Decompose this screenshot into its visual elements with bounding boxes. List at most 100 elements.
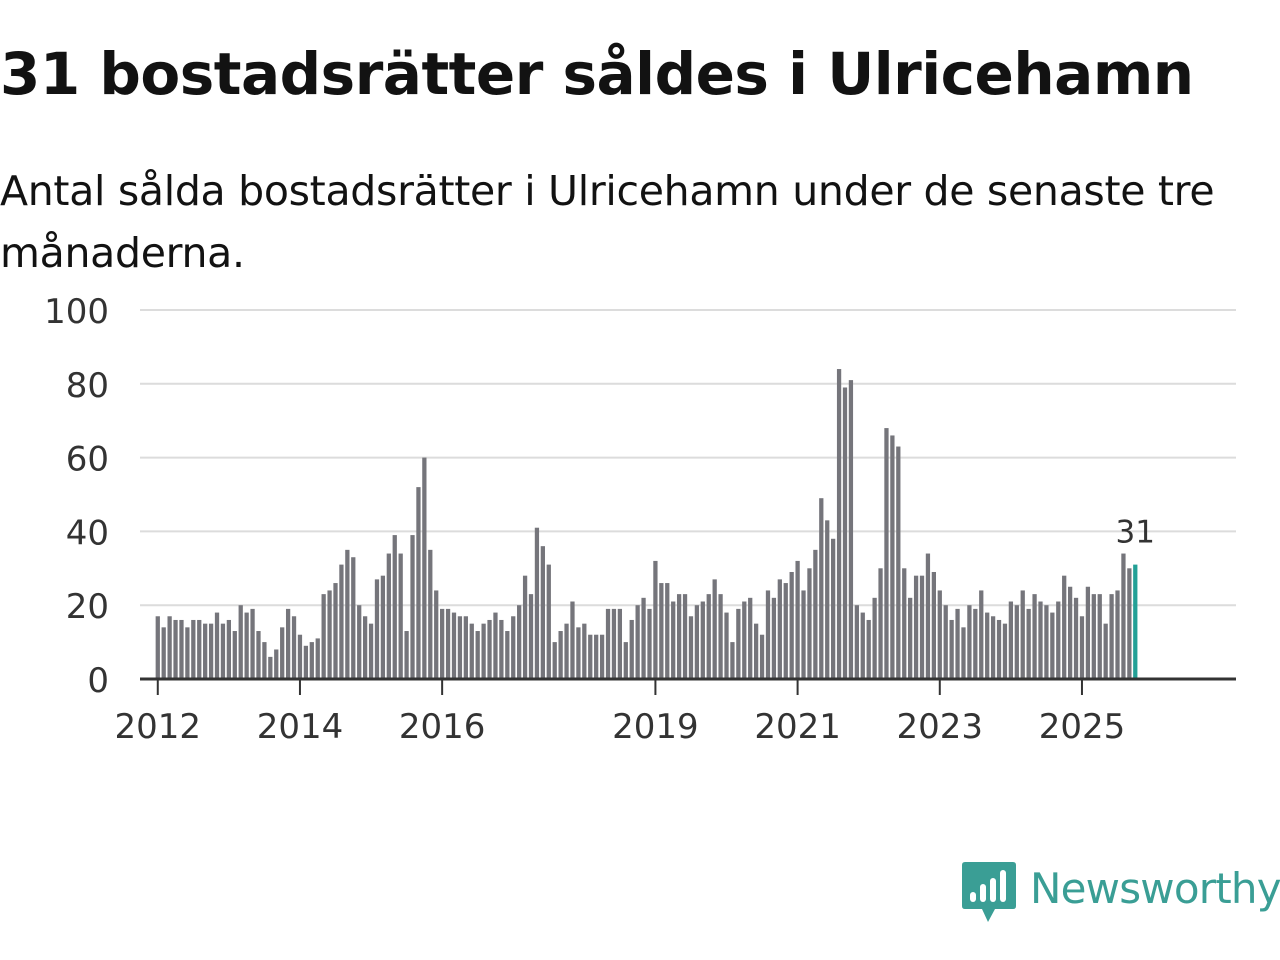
x-tick-label: 2019: [612, 707, 699, 747]
bar: [416, 487, 421, 679]
bar: [534, 527, 540, 679]
bar: [1056, 601, 1061, 679]
bar: [440, 608, 445, 679]
bar: [961, 627, 966, 679]
bar: [742, 601, 747, 679]
bar: [1014, 605, 1019, 679]
bar: [528, 594, 534, 679]
bar: [694, 605, 700, 679]
y-axis-tick-labels: 0 20 40 60 80 100: [44, 292, 109, 701]
bar: [1020, 590, 1025, 679]
bar: [783, 583, 788, 679]
x-tick-label: 2021: [754, 707, 841, 747]
bar: [232, 631, 237, 679]
bar: [511, 616, 516, 679]
bar: [647, 608, 652, 679]
bar: [688, 616, 694, 679]
bar: [842, 387, 848, 679]
data-labels: 31: [1116, 515, 1155, 551]
bar: [665, 583, 670, 679]
bar: [487, 619, 492, 679]
bar: [831, 538, 836, 679]
bar: [1097, 594, 1102, 679]
bar: [641, 597, 646, 679]
x-tick-label: 2025: [1039, 707, 1126, 747]
newsworthy-logo[interactable]: Newsworthy: [962, 862, 1280, 928]
gridlines: [140, 309, 1236, 607]
bar: [913, 575, 919, 679]
bar: [1002, 623, 1008, 679]
bar: [357, 605, 362, 679]
bar: [451, 612, 457, 679]
bar: [718, 594, 723, 679]
bar: [303, 645, 309, 679]
bar: [564, 623, 569, 679]
bar: [795, 560, 800, 679]
bar: [481, 623, 486, 679]
bar: [771, 597, 777, 679]
bar: [617, 608, 623, 679]
bar: [457, 616, 463, 679]
bar: [546, 564, 551, 679]
bar: [1044, 605, 1049, 679]
bar: [653, 560, 658, 679]
bar: [967, 605, 972, 679]
bar: [955, 608, 960, 679]
bar: [594, 634, 599, 679]
bar: [445, 608, 451, 679]
bar-highlighted: [1133, 564, 1138, 679]
bar: [819, 498, 824, 679]
bar: [860, 612, 865, 679]
chart-title: 31 bostadsrätter såldes i Ulricehamn: [0, 40, 1194, 108]
bar: [712, 579, 717, 679]
bar: [813, 549, 818, 679]
bar: [1032, 594, 1037, 679]
bar: [256, 631, 261, 679]
bar: [226, 619, 231, 679]
bar: [475, 631, 480, 679]
y-tick-label: 0: [87, 661, 109, 701]
bar: [493, 612, 498, 679]
bar: [1109, 594, 1114, 679]
bar: [191, 619, 196, 679]
bar: [410, 535, 415, 679]
bar: [659, 583, 664, 679]
bar: [937, 590, 942, 679]
bar: [1062, 575, 1067, 679]
bar: [700, 601, 705, 679]
bar: [315, 638, 320, 679]
bar: [825, 520, 830, 679]
bar: [635, 605, 640, 679]
bar: [866, 619, 871, 679]
x-tick-label: 2023: [897, 707, 984, 747]
bar: [1079, 616, 1085, 679]
bar: [422, 457, 427, 679]
bar: [996, 619, 1002, 679]
bar: [428, 549, 433, 679]
bar: [623, 642, 628, 679]
y-tick-label: 20: [66, 587, 109, 627]
bar: [706, 594, 711, 679]
bar: [807, 568, 812, 679]
bar: [244, 612, 249, 679]
bar: [179, 619, 184, 679]
bar: [1067, 586, 1073, 679]
bar: [1121, 553, 1126, 679]
chart-subtitle: Antal sålda bostadsrätter i Ulricehamn u…: [0, 167, 1215, 277]
bar: [611, 608, 617, 679]
bar: [931, 571, 936, 679]
bar: [902, 568, 907, 679]
bar: [1026, 608, 1031, 679]
bar: [558, 631, 563, 679]
x-axis-tick-labels: 2012 2014 2016 2019 2021 2023 2025: [115, 707, 1126, 747]
bar: [908, 597, 913, 679]
bar: [540, 546, 545, 679]
bar: [517, 605, 522, 679]
bar: [848, 380, 854, 679]
bar: [919, 575, 925, 679]
bar: [605, 608, 611, 679]
bar: [1127, 568, 1132, 679]
bar: [1085, 586, 1091, 679]
bar: [197, 619, 202, 679]
bar: [167, 616, 172, 679]
